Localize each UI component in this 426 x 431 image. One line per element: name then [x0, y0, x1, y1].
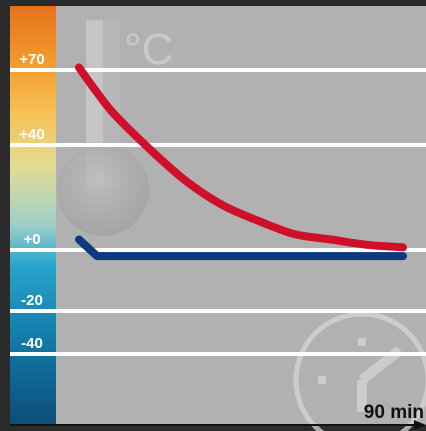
x-axis-label: 90 min — [364, 402, 424, 423]
y-tick-labels: +70 +40 +0 -20 -40 — [19, 51, 44, 352]
y-tick-label: +70 — [19, 51, 44, 68]
y-tick-label: -40 — [21, 335, 43, 352]
x-axis-arrow — [414, 420, 426, 430]
y-tick-label: +0 — [23, 231, 40, 248]
series-lines — [75, 63, 407, 261]
series-line-2 — [75, 235, 407, 261]
series-line-1 — [75, 63, 407, 252]
celsius-unit-label: °C — [124, 25, 173, 74]
y-tick-label: -20 — [21, 292, 43, 309]
y-tick-label: +40 — [19, 126, 44, 143]
